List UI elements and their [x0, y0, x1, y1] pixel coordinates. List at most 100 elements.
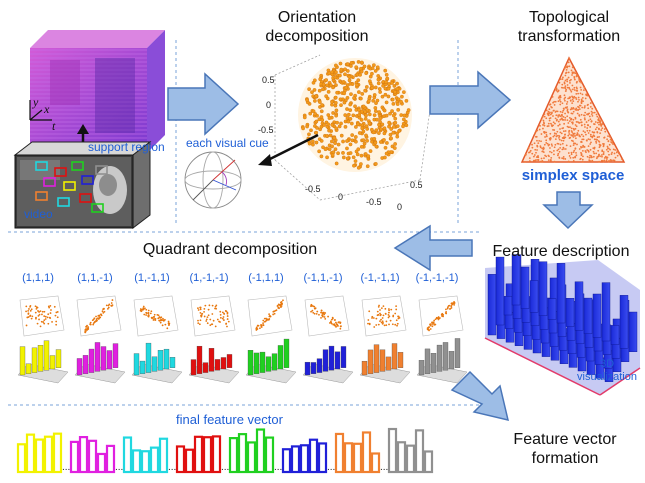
support-region-label: support region [88, 140, 165, 154]
quadrant-histograms [17, 338, 468, 384]
final-vector-bar [228, 437, 239, 474]
cue-cube [35, 191, 48, 201]
cue-cube [95, 165, 108, 175]
final-vector-bar [52, 432, 63, 474]
final-vector-bar [202, 436, 213, 474]
final-vector-bar [105, 444, 116, 474]
final-feature-vector-bars: ..................... [16, 427, 434, 474]
quadrant-scatter-plot [247, 295, 293, 337]
final-vector-bar [25, 433, 36, 474]
cue-cube [57, 197, 70, 207]
cue-cube [54, 167, 67, 177]
final-vector-bar [184, 448, 195, 474]
quadrant-scatter-plot [418, 295, 464, 337]
final-vector-bar [246, 441, 257, 474]
quadrant-histogram [131, 342, 183, 384]
quadrant-label: (-1,-1,-1) [415, 272, 459, 284]
tick-z-2: 0 [266, 100, 271, 110]
final-vector-bar [43, 435, 54, 474]
axes-icon [29, 100, 52, 121]
quadrant-label: (1,1,-1) [77, 272, 113, 284]
final-vector-bar [122, 436, 133, 474]
svg-text:...: ... [115, 462, 123, 473]
axis-x-label: x [43, 102, 50, 116]
title-topological-transformation: Topological transformation [517, 9, 621, 45]
final-feature-vector-label: final feature vector [176, 412, 283, 427]
separators [8, 40, 480, 406]
quadrant-histogram [416, 338, 468, 384]
quadrant-histogram [74, 342, 126, 384]
cue-cube [81, 175, 94, 185]
svg-text:...: ... [168, 462, 176, 473]
blue-3d-histogram [484, 254, 641, 396]
quadrant-histogram [245, 338, 297, 384]
arrow-to-vector-formation [450, 370, 510, 422]
quadrant-label: (1,1,1) [22, 272, 54, 284]
tick-z-3: -0.5 [258, 125, 274, 135]
title-feature-description: Feature description [492, 243, 630, 260]
each-visual-cue-label: each visual cue [186, 136, 269, 150]
final-vector-bar [69, 440, 80, 474]
final-vector-bar [290, 445, 301, 474]
tick-y-2: 0 [338, 192, 343, 202]
quadrant-label: (1,-1,1) [134, 272, 170, 284]
visualization-3d-label: 3D visualization [577, 358, 637, 383]
svg-text:...: ... [221, 462, 229, 473]
quadrant-histogram [359, 343, 411, 384]
tick-x-2: 0 [397, 202, 402, 212]
final-vector-bar [255, 428, 266, 474]
final-vector-bar [140, 450, 151, 474]
final-vector-bar [317, 442, 328, 474]
quadrant-scatter-plot [133, 295, 179, 337]
quadrant-histogram [17, 340, 69, 384]
tick-y-1: -0.5 [305, 184, 321, 194]
tick-y-3: -0.5 [366, 197, 382, 207]
simplex-space-label: simplex space [521, 167, 625, 184]
arrow-to-orientation [167, 72, 240, 136]
visual-cue-cubes [35, 161, 108, 213]
final-vector-bar [237, 433, 248, 474]
tick-z-1: 0.5 [262, 75, 275, 85]
quadrant-label: (-1,1,-1) [303, 272, 343, 284]
quadrant-histogram [302, 345, 354, 384]
tick-x-1: 0.5 [410, 180, 423, 190]
final-vector-bar [264, 436, 275, 474]
final-vector-bar [343, 442, 354, 474]
arrow-to-quadrant [393, 224, 473, 272]
video-label: video [24, 207, 53, 221]
final-vector-bar [414, 429, 425, 474]
final-vector-bar [87, 439, 98, 474]
final-vector-bar [211, 435, 222, 474]
final-vector-bar [96, 452, 107, 474]
simplex-triangle [520, 56, 626, 163]
final-vector-bar [361, 431, 372, 474]
title-orientation-decomposition: Orientation decomposition [265, 9, 369, 45]
final-vector-bar [281, 448, 292, 474]
final-vector-bar [396, 441, 407, 474]
quadrant-scatter-plot [304, 295, 350, 337]
quadrant-histogram [188, 345, 240, 384]
cue-cube [35, 161, 48, 171]
quadrant-label: (1,-1,-1) [189, 272, 229, 284]
video-volume [30, 30, 165, 153]
svg-text:...: ... [380, 462, 388, 473]
cue-cube [79, 193, 92, 203]
quadrant-scatter-plot [76, 295, 122, 337]
svg-text:...: ... [274, 462, 282, 473]
video-frame [13, 140, 152, 230]
arrow-to-feature-description [542, 191, 594, 230]
final-vector-bar [299, 444, 310, 474]
final-vector-bar [423, 450, 434, 474]
final-vector-bar [34, 438, 45, 474]
quadrant-scatter-plot [361, 295, 407, 337]
axis-y-label: y [32, 95, 39, 109]
final-vector-bar [175, 445, 186, 474]
final-vector-bar [308, 438, 319, 474]
arrow-to-topological [429, 70, 512, 130]
svg-text:...: ... [327, 462, 335, 473]
quadrant-label: (-1,1,1) [248, 272, 284, 284]
final-vector-bar [131, 449, 142, 474]
final-vector-bar [149, 446, 160, 474]
